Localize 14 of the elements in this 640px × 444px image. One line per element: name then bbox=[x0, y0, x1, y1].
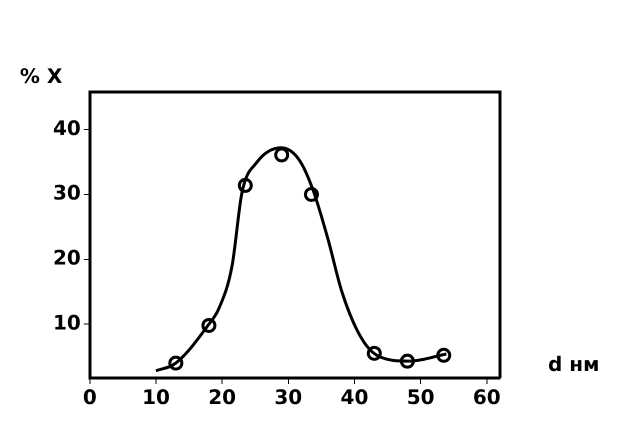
x-tick-label: 50 bbox=[406, 385, 435, 410]
x-tick-label: 60 bbox=[472, 385, 501, 410]
y-tick-label: 10 bbox=[52, 310, 81, 334]
x-tick-label: 20 bbox=[208, 385, 236, 410]
y-tick-label: 20 bbox=[52, 246, 81, 270]
y-axis-title: % X bbox=[20, 64, 63, 88]
y-tick-label: 40 bbox=[52, 116, 81, 140]
x-axis-title: d нм bbox=[548, 352, 600, 376]
x-tick-label: 30 bbox=[274, 385, 302, 410]
x-tick-label: 0 bbox=[82, 385, 97, 410]
x-tick-label: 40 bbox=[340, 385, 368, 410]
y-tick-label: 30 bbox=[52, 180, 81, 205]
x-tick-label: 10 bbox=[142, 385, 170, 410]
point bbox=[274, 147, 290, 162]
